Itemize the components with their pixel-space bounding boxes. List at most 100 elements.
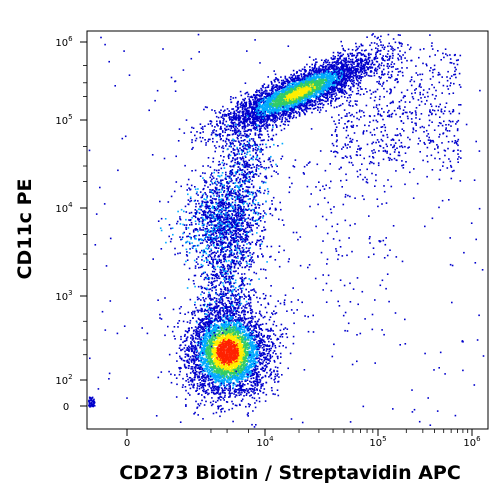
event-dot [220, 368, 222, 371]
event-dot [209, 353, 211, 355]
event-dot [239, 316, 241, 319]
event-dot [254, 362, 257, 364]
event-dot [222, 135, 224, 137]
event-dot [202, 340, 204, 342]
event-dot [246, 379, 249, 381]
event-dot [224, 346, 227, 349]
event-dot [236, 321, 238, 324]
event-dot [207, 331, 210, 334]
event-dot [251, 345, 253, 347]
event-dot [244, 372, 246, 374]
event-dot [261, 329, 264, 332]
event-dot [239, 385, 241, 388]
event-dot [191, 358, 194, 361]
event-dot [247, 403, 250, 405]
event-dot [240, 360, 243, 363]
event-dot [349, 79, 351, 82]
event-dot [367, 56, 370, 59]
event-dot [226, 363, 229, 366]
event-dot [246, 341, 249, 344]
event-dot [208, 358, 211, 360]
event-dot [180, 338, 182, 341]
event-dot [229, 386, 231, 389]
event-dot [256, 368, 259, 370]
event-dot [203, 382, 206, 385]
event-dot [209, 373, 212, 375]
event-dot [205, 341, 208, 344]
event-dot [217, 365, 220, 368]
event-dot [256, 377, 258, 380]
event-dot [247, 412, 249, 414]
event-dot [196, 385, 199, 387]
event-dot [244, 344, 246, 346]
event-dot [240, 323, 242, 326]
event-dot [239, 351, 242, 353]
event-dot [222, 389, 225, 392]
event-dot [233, 362, 235, 365]
event-dot [211, 366, 214, 369]
event-dot [209, 322, 212, 324]
event-dot [274, 334, 277, 337]
event-dot [216, 376, 218, 379]
event-dot [175, 352, 178, 354]
event-dot [282, 123, 285, 125]
event-dot [202, 389, 204, 392]
event-dot [238, 324, 241, 327]
event-dot [253, 355, 256, 357]
event-dot [215, 373, 217, 375]
event-dot [200, 386, 203, 389]
event-dot [207, 363, 210, 366]
event-dot [178, 307, 181, 310]
event-dot [270, 377, 273, 380]
event-dot [214, 310, 216, 313]
event-dot [224, 389, 226, 391]
event-dot [198, 318, 200, 320]
event-dot [340, 70, 343, 72]
event-dot [225, 380, 228, 383]
event-dot [237, 340, 239, 342]
event-dot [238, 347, 241, 350]
event-dot [221, 365, 224, 367]
event-dot [203, 318, 206, 320]
event-dot [204, 348, 206, 350]
event-dot [230, 342, 233, 345]
event-dot [245, 307, 248, 309]
event-dot [215, 411, 218, 414]
event-dot [214, 341, 216, 343]
event-dot [208, 385, 211, 388]
event-dot [238, 358, 241, 360]
event-dot [206, 309, 209, 312]
event-dot [179, 312, 182, 314]
event-dot [308, 56, 311, 58]
event-dot [204, 376, 206, 379]
event-dot [202, 379, 205, 381]
event-dot [229, 373, 231, 376]
event-dot [320, 59, 323, 61]
event-dot [228, 321, 231, 323]
event-dot [224, 371, 226, 374]
event-dot [186, 375, 188, 378]
event-dot [190, 346, 193, 348]
event-dot [239, 375, 241, 378]
event-dot [215, 354, 217, 357]
event-dot [225, 349, 228, 352]
event-dot [223, 329, 225, 332]
event-dot [238, 327, 241, 330]
event-dot [206, 303, 209, 306]
event-dot [234, 319, 236, 321]
event-dot [175, 396, 178, 398]
event-dot [182, 320, 185, 323]
event-dot [268, 350, 270, 353]
event-dot [262, 376, 264, 379]
event-dot [225, 332, 227, 334]
event-dot [183, 360, 186, 362]
event-dot [206, 370, 208, 373]
event-dot [267, 345, 269, 347]
event-dot [223, 347, 225, 350]
event-dot [207, 373, 210, 376]
event-dot [235, 346, 238, 349]
event-dot [218, 376, 221, 379]
event-dot [207, 353, 210, 355]
event-dot [249, 356, 252, 358]
event-dot [232, 382, 235, 385]
